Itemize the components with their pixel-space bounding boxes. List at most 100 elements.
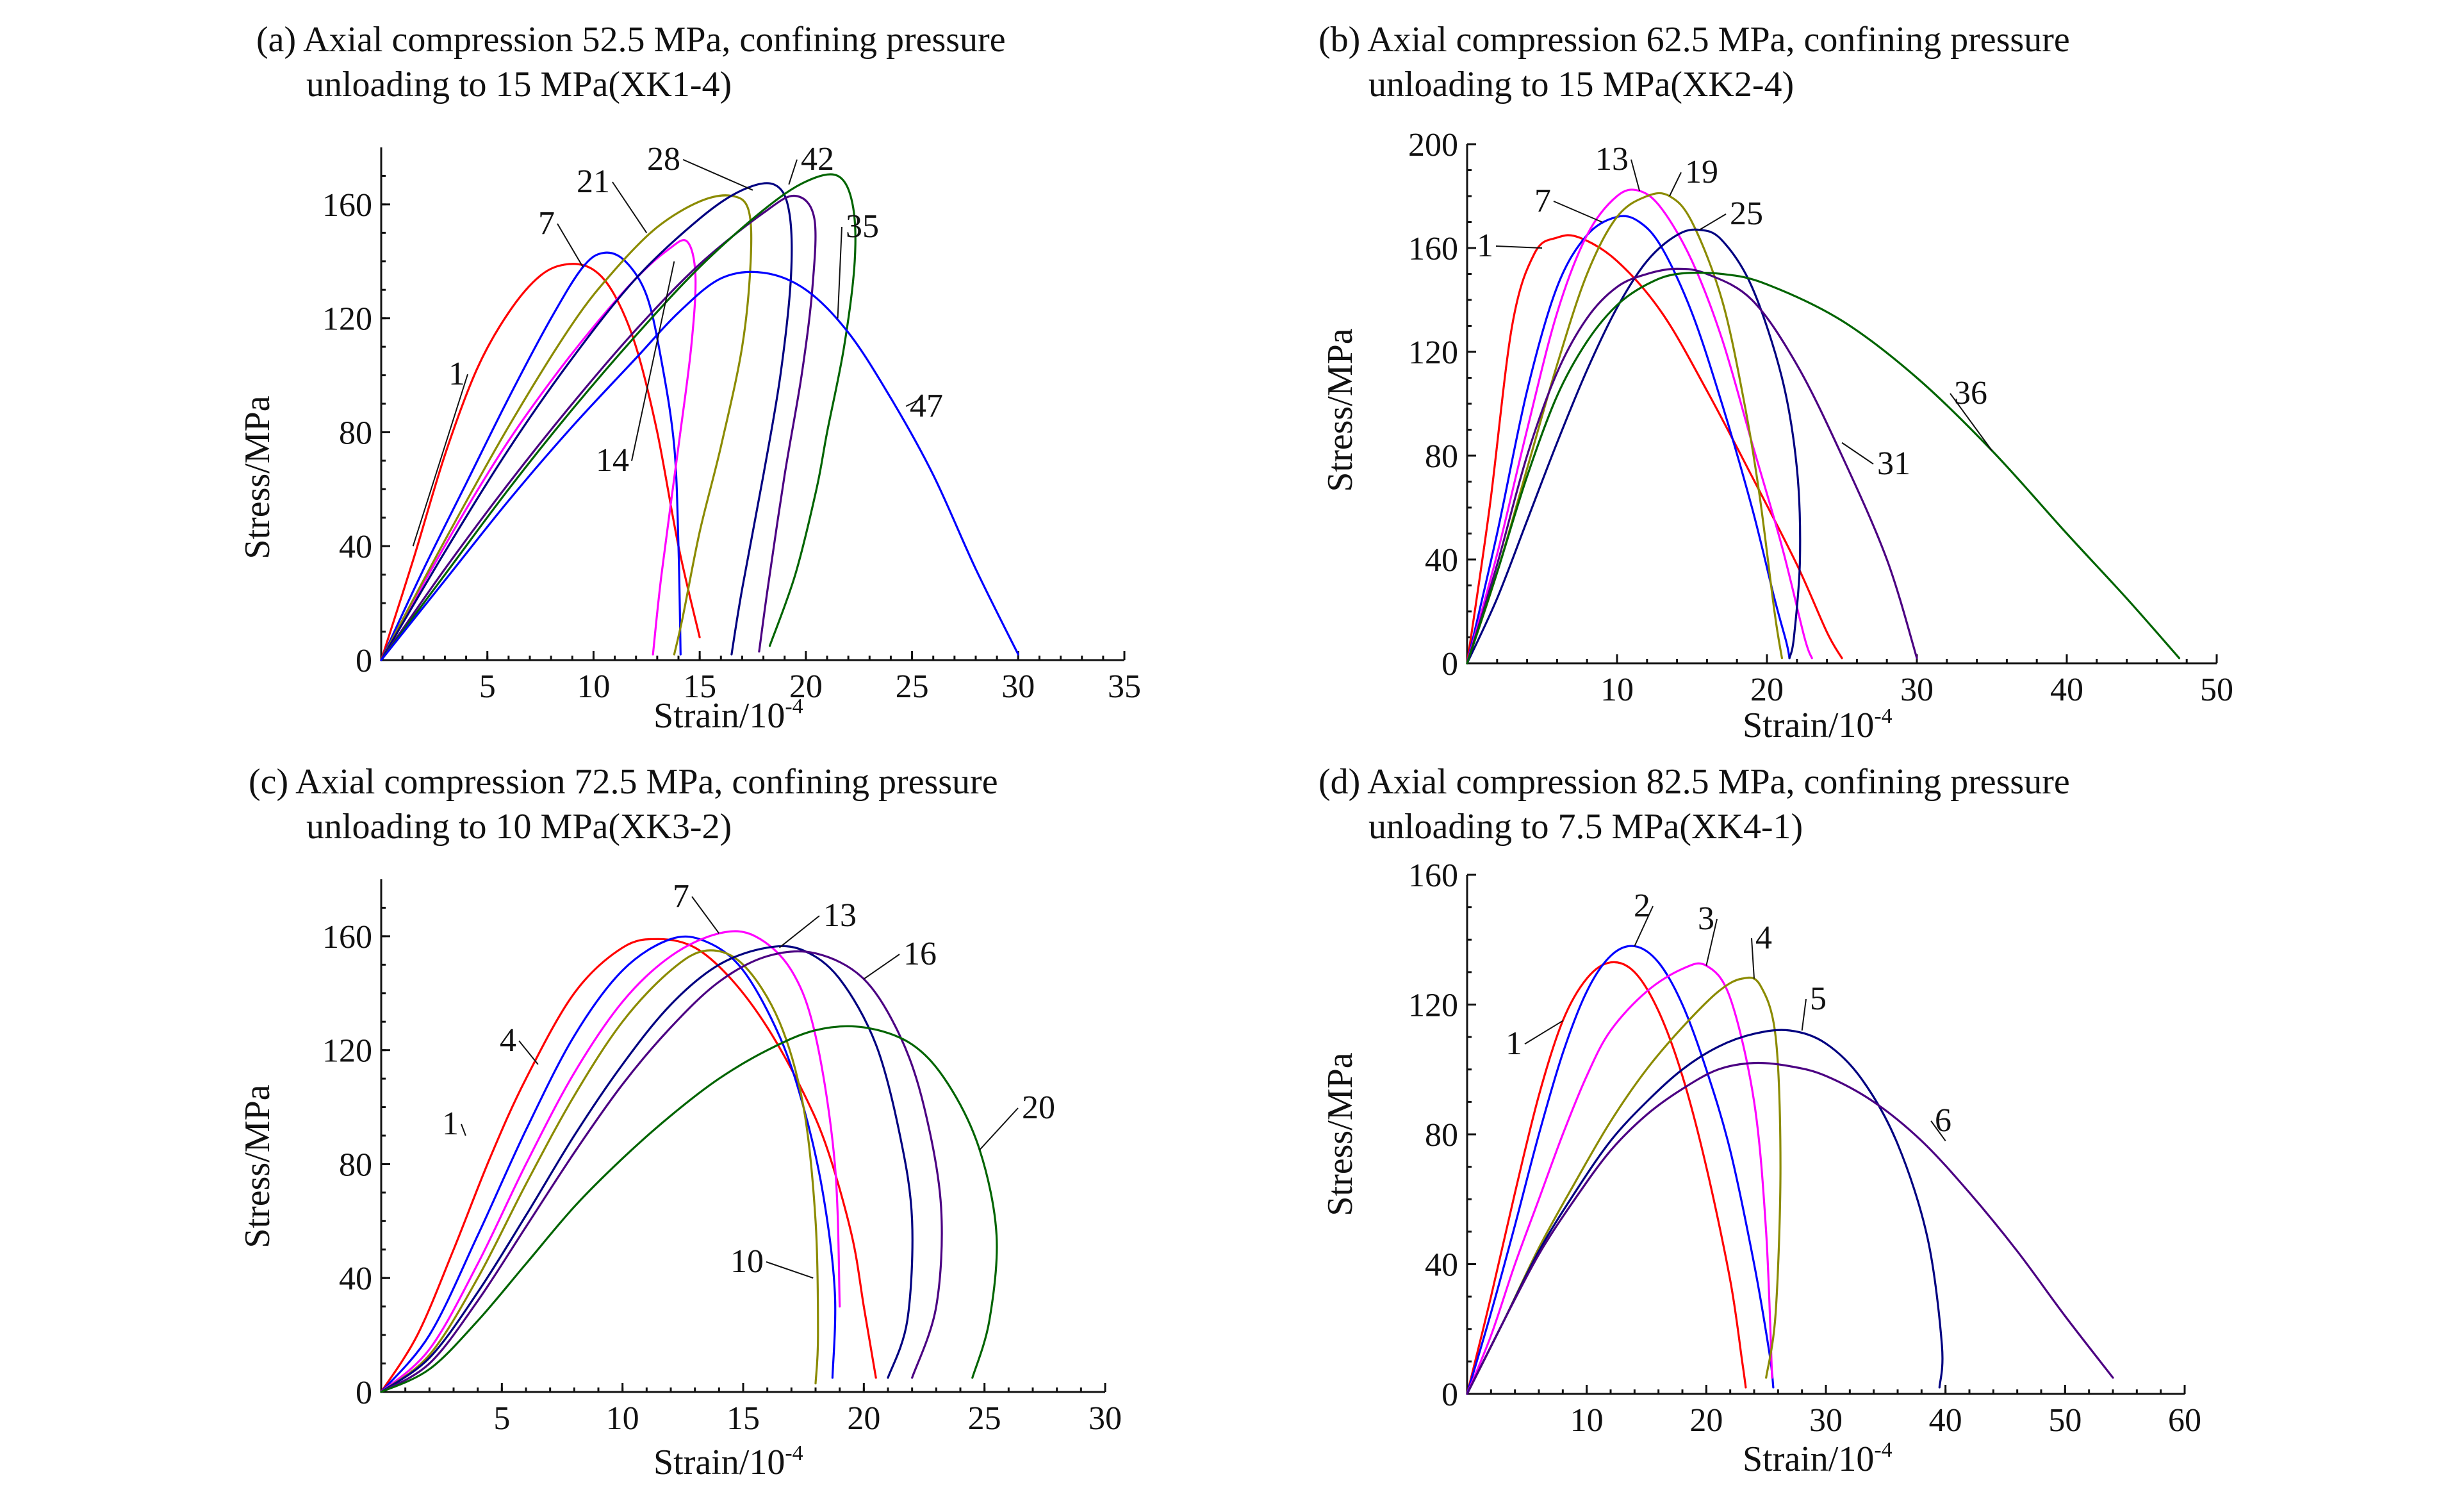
panel-b-curve-label-1: 1 xyxy=(1477,228,1493,264)
panel-a-label-leader-7 xyxy=(557,223,584,268)
panel-c-y-tick-label: 40 xyxy=(339,1261,372,1297)
panel-c: (c) Axial compression 72.5 MPa, confinin… xyxy=(238,762,1122,1482)
panel-d-xlabel-text: Strain/10 xyxy=(1743,1439,1874,1479)
panel-c-curve-16 xyxy=(380,950,943,1393)
panel-d-x-tick-label: 60 xyxy=(2168,1402,2201,1439)
panel-b-curve-7 xyxy=(1466,215,1791,665)
panel-a-ylabel: Stress/MPa xyxy=(238,395,277,559)
panel-d-curve-label-5: 5 xyxy=(1810,981,1827,1017)
panel-b-y-tick-label: 200 xyxy=(1408,127,1458,163)
panel-a-xlabel: Strain/10-4 xyxy=(653,695,803,736)
panel-c-title-line2: unloading to 10 MPa(XK3-2) xyxy=(306,807,732,847)
panel-b-xlabel-text: Strain/10 xyxy=(1743,706,1874,745)
panel-d-title-line1: (d) Axial compression 82.5 MPa, confinin… xyxy=(1318,762,2070,802)
panel-a-curve-label-21: 21 xyxy=(577,163,610,200)
panel-d-curve-3 xyxy=(1466,962,1773,1395)
panel-c-y-tick-label: 80 xyxy=(339,1147,372,1183)
panel-a-x-tick-label: 15 xyxy=(683,668,716,705)
panel-c-label-leader-16 xyxy=(863,954,900,980)
panel-a-y-tick-label: 80 xyxy=(339,415,372,451)
panel-a-curve-1 xyxy=(380,263,701,661)
panel-a-label-leader-21 xyxy=(612,181,648,233)
panel-d-x-tick-label: 20 xyxy=(1689,1402,1723,1439)
panel-d-curve-label-4: 4 xyxy=(1755,920,1772,956)
panel-c-y-tick-label: 120 xyxy=(322,1033,372,1070)
panel-d-curve-label-2: 2 xyxy=(1634,888,1650,924)
panel-b-curve-label-7: 7 xyxy=(1534,183,1551,219)
panel-b-label-leader-36 xyxy=(1950,393,1992,451)
panel-b-x-tick-label: 50 xyxy=(2200,672,2233,708)
panel-c-ylabel: Stress/MPa xyxy=(238,1084,277,1248)
panel-a-xlabel-sup: -4 xyxy=(785,695,803,718)
panel-d-xlabel: Strain/10-4 xyxy=(1743,1438,1893,1479)
panel-a-x-tick-label: 5 xyxy=(479,668,496,705)
panel-c-x-tick-label: 10 xyxy=(606,1400,639,1437)
panel-c-label-leader-10 xyxy=(766,1261,814,1279)
panel-b-curve-label-19: 19 xyxy=(1685,154,1718,190)
panel-d-curve-label-1: 1 xyxy=(1506,1025,1522,1062)
panel-a-xlabel-text: Strain/10 xyxy=(653,696,785,736)
panel-a-curve-21 xyxy=(380,194,753,661)
panel-c-curve-13 xyxy=(380,945,914,1393)
panel-c-x-tick-label: 25 xyxy=(968,1400,1001,1437)
panel-d-ylabel: Stress/MPa xyxy=(1320,1052,1360,1216)
panel-c-label-leader-20 xyxy=(979,1107,1019,1150)
panel-a-x-tick-label: 30 xyxy=(1001,668,1035,705)
panel-d-y-tick-label: 80 xyxy=(1425,1117,1458,1154)
panel-a-curve-47 xyxy=(380,270,1019,661)
panel-c-curve-20 xyxy=(380,1025,998,1393)
panel-b-x-tick-label: 10 xyxy=(1600,672,1634,708)
panel-c-y-tick-label: 160 xyxy=(322,919,372,956)
panel-d-curve-1 xyxy=(1466,961,1747,1395)
panel-d-label-leader-4 xyxy=(1751,938,1755,979)
panel-a-curve-label-42: 42 xyxy=(801,141,834,178)
panel-d-label-leader-6 xyxy=(1930,1120,1946,1141)
panel-a-y-tick-label: 120 xyxy=(322,301,372,338)
panel-d-title-line2: unloading to 7.5 MPa(XK4-1) xyxy=(1368,807,1803,847)
panel-a-y-tick-label: 40 xyxy=(339,529,372,565)
panel-c-label-leader-7 xyxy=(691,896,720,934)
panel-d-y-tick-label: 40 xyxy=(1425,1247,1458,1284)
panel-d-label-leader-2 xyxy=(1634,906,1654,947)
panel-b-label-leader-31 xyxy=(1841,442,1874,465)
panel-a-curve-label-14: 14 xyxy=(596,442,629,479)
panel-a-label-leader-42 xyxy=(788,159,798,185)
panel-a-x-tick-label: 25 xyxy=(896,668,929,705)
panel-a-curve-35 xyxy=(380,194,817,661)
panel-c-xlabel: Strain/10-4 xyxy=(653,1441,803,1482)
panel-c-xlabel-text: Strain/10 xyxy=(653,1443,785,1482)
panel-a-x-tick-label: 20 xyxy=(789,668,823,705)
panel-d: (d) Axial compression 82.5 MPa, confinin… xyxy=(1318,762,2201,1479)
panel-b-y-tick-label: 0 xyxy=(1441,646,1458,683)
panel-d-curve-6 xyxy=(1466,1061,2114,1395)
panel-b-label-leader-13 xyxy=(1630,159,1641,192)
panel-c-plot: 5 10 15 20 25 30 0 40 80 120 160 1 4 7 10 13 16 20 xyxy=(322,878,1122,1437)
panel-d-x-tick-label: 10 xyxy=(1570,1402,1604,1439)
panel-a-curve-label-28: 28 xyxy=(647,141,680,178)
panel-d-label-leader-3 xyxy=(1705,918,1718,966)
panel-c-title-line1: (c) Axial compression 72.5 MPa, confinin… xyxy=(249,762,998,802)
panel-c-label-leader-1 xyxy=(461,1123,466,1136)
panel-a-curve-label-1: 1 xyxy=(448,356,465,392)
panel-c-curve-10 xyxy=(380,949,819,1393)
panel-c-label-leader-13 xyxy=(778,915,820,948)
panel-b: (b) Axial compression 62.5 MPa, confinin… xyxy=(1318,20,2233,745)
panel-c-curve-label-7: 7 xyxy=(673,878,689,915)
panel-d-x-tick-label: 50 xyxy=(2048,1402,2082,1439)
panel-b-y-tick-label: 120 xyxy=(1408,335,1458,371)
panel-b-curve-25 xyxy=(1466,228,1802,665)
panel-b-curve-1 xyxy=(1466,234,1843,665)
panel-c-xlabel-sup: -4 xyxy=(785,1441,803,1465)
panel-d-y-tick-label: 160 xyxy=(1408,857,1458,894)
panel-b-xlabel: Strain/10-4 xyxy=(1743,704,1893,745)
panel-b-curve-label-36: 36 xyxy=(1954,375,1987,411)
panel-b-label-leader-25 xyxy=(1699,213,1727,231)
panel-d-y-tick-label: 120 xyxy=(1408,988,1458,1024)
panel-a-curve-label-7: 7 xyxy=(538,205,555,242)
panel-a-label-leader-35 xyxy=(837,226,842,319)
panel-b-curve-36 xyxy=(1466,271,2181,665)
panel-a-x-tick-label: 10 xyxy=(577,668,610,705)
panel-a: (a) Axial compression 52.5 MPa, confinin… xyxy=(238,20,1141,736)
panel-d-plot: 10 20 30 40 50 60 0 40 80 120 160 1 2 3 4 5 6 xyxy=(1408,857,2201,1439)
